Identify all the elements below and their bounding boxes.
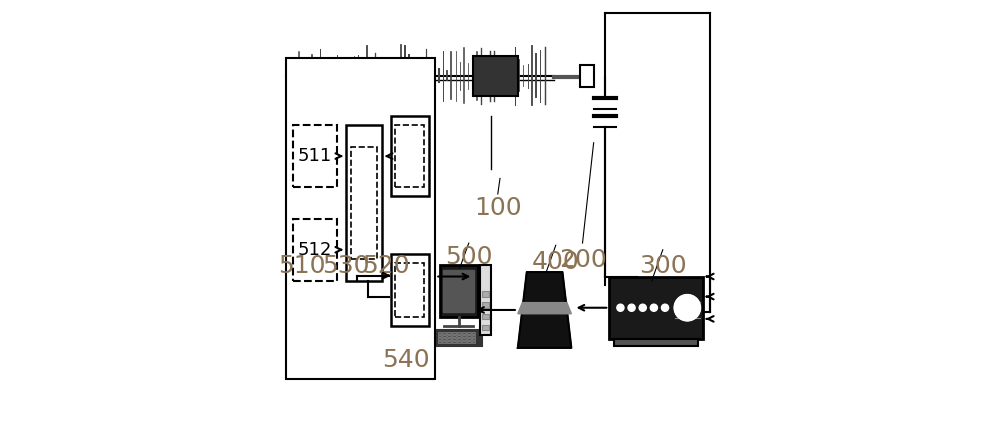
Bar [442,341,446,343]
Bar [438,335,441,337]
Bar [447,338,451,340]
Bar [482,302,489,308]
Bar [452,341,456,343]
Bar [462,338,466,340]
Bar [391,254,429,326]
Bar [472,335,475,337]
Bar [482,291,489,297]
Bar [435,330,482,346]
Bar [443,270,474,312]
Bar [482,325,489,330]
Polygon shape [518,302,571,314]
Text: 511: 511 [298,147,332,165]
Bar [457,335,461,337]
Circle shape [675,295,700,320]
Circle shape [650,304,657,311]
Bar [472,332,475,334]
Bar [457,332,461,334]
Circle shape [617,304,624,311]
Bar [467,332,471,334]
Text: 540: 540 [383,348,430,372]
Bar [457,338,461,340]
Text: 512: 512 [298,241,332,259]
Bar [452,335,456,337]
Bar [395,263,424,317]
Bar [614,339,698,346]
Bar [452,338,456,340]
Bar [286,58,435,379]
Bar [442,338,446,340]
Bar [351,147,377,259]
Bar [438,341,441,343]
Bar [467,335,471,337]
Text: 530: 530 [322,254,370,278]
Bar [482,314,489,319]
Bar [438,338,441,340]
Bar [438,332,441,334]
Text: 500: 500 [445,245,493,269]
Text: 100: 100 [474,196,522,220]
Text: 510: 510 [278,254,325,278]
Bar [457,341,461,343]
Bar [447,341,451,343]
Bar [473,56,518,96]
Bar [609,277,703,339]
Bar [442,335,446,337]
Bar [462,341,466,343]
Bar [395,125,424,187]
Bar [462,332,466,334]
Circle shape [628,304,635,311]
Bar [293,125,337,187]
Bar [346,125,382,281]
Polygon shape [518,272,571,348]
Bar [580,65,594,87]
Bar [442,332,446,334]
Bar [391,116,429,196]
Bar [440,265,478,317]
Text: 300: 300 [639,254,687,278]
Text: 200: 200 [559,248,606,272]
Bar [480,265,491,334]
Bar [462,335,466,337]
Bar [447,332,451,334]
Bar [472,341,475,343]
Bar [467,341,471,343]
Bar [447,335,451,337]
Text: 520: 520 [362,254,410,278]
Circle shape [661,304,669,311]
Bar [293,219,337,281]
Circle shape [639,304,646,311]
Bar [452,332,456,334]
Text: 400: 400 [532,250,580,274]
Bar [467,338,471,340]
Bar [472,338,475,340]
